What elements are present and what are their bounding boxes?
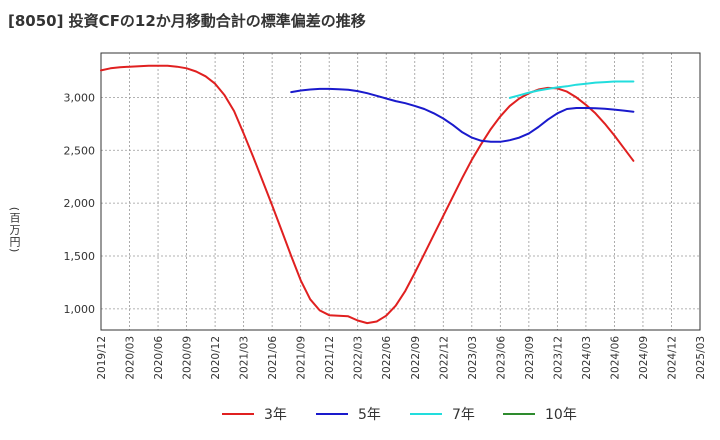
y-tick-label: 1,500 (64, 250, 96, 263)
x-tick-label: 2020/06 (153, 336, 165, 380)
x-tick-label: 2021/12 (324, 336, 336, 380)
x-ticks: 2019/12 2020/03 2020/06 2020/09 2020/12 2021/… (96, 336, 707, 380)
legend-label: 7年 (452, 407, 475, 423)
y-tick-label: 1,000 (64, 303, 96, 316)
x-tick-label: 2025/03 (695, 336, 707, 380)
x-tick-label: 2023/09 (524, 336, 536, 380)
x-tick-label: 2021/06 (267, 336, 279, 380)
x-tick-label: 2023/03 (467, 336, 479, 380)
y-ticks: 1,000 1,500 2,000 2,500 3,000 (64, 91, 96, 315)
x-tick-label: 2019/12 (96, 336, 108, 380)
x-tick-label: 2024/09 (638, 336, 650, 380)
x-tick-label: 2020/12 (210, 336, 222, 380)
x-tick-label: 2023/12 (552, 336, 564, 380)
y-tick-label: 2,000 (64, 197, 96, 210)
series-line (100, 64, 635, 325)
legend: 3年 5年 7年 10年 (222, 407, 577, 423)
x-tick-label: 2024/12 (666, 336, 678, 380)
x-tick-label: 2022/12 (438, 336, 450, 380)
x-tick-label: 2021/03 (239, 336, 251, 380)
x-tick-label: 2022/09 (410, 336, 422, 380)
series-line (290, 87, 635, 143)
legend-label: 10年 (545, 407, 577, 423)
x-tick-label: 2024/03 (581, 336, 593, 380)
legend-label: 5年 (358, 407, 381, 423)
grid (100, 53, 701, 330)
x-tick-label: 2020/09 (182, 336, 194, 380)
y-tick-label: 2,500 (64, 144, 96, 157)
x-tick-label: 2021/09 (296, 336, 308, 380)
x-tick-label: 2023/06 (495, 336, 507, 380)
series (100, 64, 635, 325)
series-line (508, 80, 635, 99)
x-tick-label: 2022/03 (353, 336, 365, 380)
y-axis-label: (百万円) (8, 206, 21, 254)
x-tick-label: 2024/06 (609, 336, 621, 380)
plot-frame (100, 52, 701, 331)
x-tick-label: 2022/06 (381, 336, 393, 380)
x-tick-label: 2020/03 (125, 336, 137, 380)
y-tick-label: 3,000 (64, 91, 96, 104)
legend-label: 3年 (264, 407, 287, 423)
chart-title: [8050] 投資CFの12か月移動合計の標準偏差の推移 (8, 12, 366, 30)
